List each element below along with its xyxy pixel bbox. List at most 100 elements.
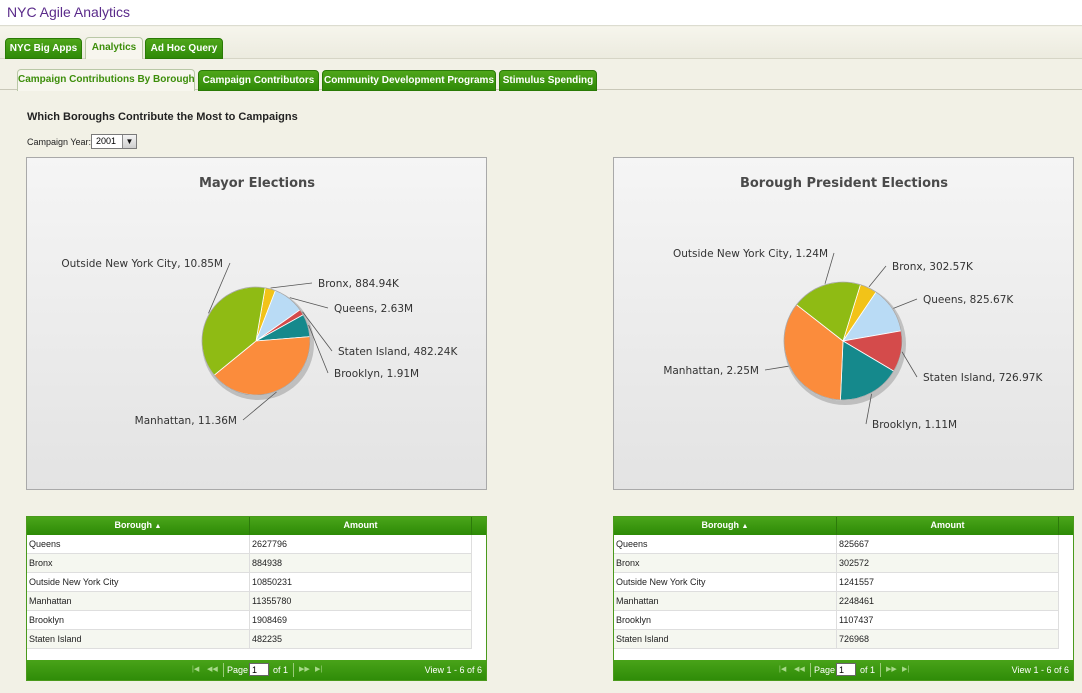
- leader-line: [242, 391, 277, 421]
- table-pager: |◀ ◀◀ Page 1 of 1 ▶▶ ▶| View 1 - 6 of 6: [614, 660, 1073, 680]
- cell-amount: 825667: [837, 535, 1059, 554]
- pager-divider: [810, 663, 811, 677]
- slice-label: Bronx, 302.57K: [892, 261, 974, 273]
- table-row[interactable]: Manhattan 2248461: [614, 592, 1059, 611]
- tab-campaign-contributions-by-borough[interactable]: Campaign Contributions By Borough: [17, 69, 195, 91]
- leader-line: [893, 298, 918, 309]
- leader-line: [270, 282, 313, 289]
- pie-outline: [783, 281, 903, 401]
- table-pager: |◀ ◀◀ Page 1 of 1 ▶▶ ▶| View 1 - 6 of 6: [27, 660, 486, 680]
- main-tab-bar: NYC Big Apps Analytics Ad Hoc Query: [0, 27, 1082, 59]
- page-number-input[interactable]: 1: [249, 663, 269, 676]
- table-row[interactable]: Brooklyn 1908469: [27, 611, 472, 630]
- column-header-borough[interactable]: Borough ▲: [27, 517, 250, 535]
- table-row[interactable]: Queens 825667: [614, 535, 1059, 554]
- next-page-icon[interactable]: ▶▶: [299, 666, 310, 673]
- cell-amount: 10850231: [250, 573, 472, 592]
- table-row[interactable]: Staten Island 482235: [27, 630, 472, 649]
- chart-title: Borough President Elections: [740, 176, 948, 191]
- table-row[interactable]: Brooklyn 1107437: [614, 611, 1059, 630]
- table-row[interactable]: Queens 2627796: [27, 535, 472, 554]
- leader-line: [868, 265, 887, 288]
- cell-amount: 2248461: [837, 592, 1059, 611]
- cell-amount: 1241557: [837, 573, 1059, 592]
- column-header-borough-label: Borough: [114, 520, 153, 530]
- mayor-pie-svg: Mayor Elections Bronx, 884.94K Queens, 2.6…: [61, 176, 458, 427]
- pager-divider: [293, 663, 294, 677]
- table-row[interactable]: Bronx 884938: [27, 554, 472, 573]
- borough-president-chart: Borough President Elections Bronx, 302.57…: [613, 157, 1074, 490]
- cell-borough: Manhattan: [27, 592, 250, 611]
- table-row[interactable]: Outside New York City 1241557: [614, 573, 1059, 592]
- borough-president-pie-svg: Borough President Elections Bronx, 302.57…: [663, 176, 1043, 431]
- prev-page-icon[interactable]: ◀◀: [207, 666, 218, 673]
- leader-line: [824, 252, 835, 284]
- slice-label: Brooklyn, 1.91M: [334, 368, 419, 380]
- table-header: Borough ▲ Amount: [27, 517, 486, 535]
- next-page-icon[interactable]: ▶▶: [886, 666, 897, 673]
- cell-borough: Queens: [614, 535, 837, 554]
- slice-label: Outside New York City, 10.85M: [61, 258, 223, 270]
- sort-asc-icon: ▲: [741, 523, 749, 530]
- pager-page-label: Page: [814, 665, 836, 675]
- table-header: Borough ▲ Amount: [614, 517, 1073, 535]
- first-page-icon[interactable]: |◀: [779, 666, 787, 673]
- cell-amount: 1107437: [837, 611, 1059, 630]
- tab-campaign-contributors[interactable]: Campaign Contributors: [198, 70, 319, 91]
- cell-borough: Brooklyn: [27, 611, 250, 630]
- prev-page-icon[interactable]: ◀◀: [794, 666, 805, 673]
- slice-label: Queens, 825.67K: [923, 294, 1014, 306]
- table-body: Queens 2627796 Bronx 884938 Outside New York…: [27, 535, 472, 649]
- slice-label: Outside New York City, 1.24M: [673, 248, 828, 260]
- app-title: NYC Agile Analytics: [7, 4, 130, 20]
- pager-page-label: Page: [227, 665, 249, 675]
- cell-amount: 1908469: [250, 611, 472, 630]
- last-page-icon[interactable]: ▶|: [315, 666, 323, 673]
- cell-amount: 302572: [837, 554, 1059, 573]
- cell-borough: Bronx: [27, 554, 250, 573]
- pie-outline: [201, 286, 311, 396]
- slice-label: Queens, 2.63M: [334, 303, 413, 315]
- table-row[interactable]: Bronx 302572: [614, 554, 1059, 573]
- leader-line: [308, 324, 329, 374]
- cell-amount: 482235: [250, 630, 472, 649]
- pager-of-label: of 1: [273, 665, 289, 675]
- tab-nyc-big-apps[interactable]: NYC Big Apps: [5, 38, 82, 59]
- column-header-amount[interactable]: Amount: [250, 517, 472, 535]
- cell-amount: 726968: [837, 630, 1059, 649]
- chevron-down-icon[interactable]: ▼: [122, 135, 136, 148]
- slice-label: Staten Island, 726.97K: [923, 372, 1043, 384]
- column-header-amount[interactable]: Amount: [837, 517, 1059, 535]
- page-number-input[interactable]: 1: [836, 663, 856, 676]
- tab-analytics[interactable]: Analytics: [85, 37, 143, 59]
- mayor-elections-chart: Mayor Elections Bronx, 884.94K Queens, 2.6…: [26, 157, 487, 490]
- tab-ad-hoc-query[interactable]: Ad Hoc Query: [145, 38, 223, 59]
- cell-borough: Outside New York City: [27, 573, 250, 592]
- first-page-icon[interactable]: |◀: [192, 666, 200, 673]
- tab-community-development-programs[interactable]: Community Development Programs: [322, 70, 496, 91]
- slice-label: Manhattan, 11.36M: [135, 415, 237, 427]
- tab-stimulus-spending[interactable]: Stimulus Spending: [499, 70, 597, 91]
- cell-amount: 884938: [250, 554, 472, 573]
- table-row[interactable]: Staten Island 726968: [614, 630, 1059, 649]
- leader-line: [208, 262, 231, 314]
- column-header-borough[interactable]: Borough ▲: [614, 517, 837, 535]
- mayor-contributions-table: Borough ▲ Amount Queens 2627796 Bronx 88493…: [26, 516, 487, 681]
- cell-borough: Brooklyn: [614, 611, 837, 630]
- slice-label: Bronx, 884.94K: [318, 278, 400, 290]
- leader-line: [865, 393, 872, 425]
- campaign-year-value: 2001: [96, 136, 117, 146]
- cell-borough: Outside New York City: [614, 573, 837, 592]
- table-row[interactable]: Outside New York City 10850231: [27, 573, 472, 592]
- sort-asc-icon: ▲: [154, 523, 162, 530]
- cell-borough: Bronx: [614, 554, 837, 573]
- slice-label: Manhattan, 2.25M: [663, 365, 759, 377]
- pager-view-count: View 1 - 6 of 6: [424, 665, 482, 675]
- pager-divider: [880, 663, 881, 677]
- page-question: Which Boroughs Contribute the Most to Ca…: [27, 111, 298, 123]
- table-row[interactable]: Manhattan 11355780: [27, 592, 472, 611]
- campaign-year-select[interactable]: 2001 ▼: [91, 134, 137, 149]
- last-page-icon[interactable]: ▶|: [902, 666, 910, 673]
- cell-borough: Manhattan: [614, 592, 837, 611]
- pager-divider: [223, 663, 224, 677]
